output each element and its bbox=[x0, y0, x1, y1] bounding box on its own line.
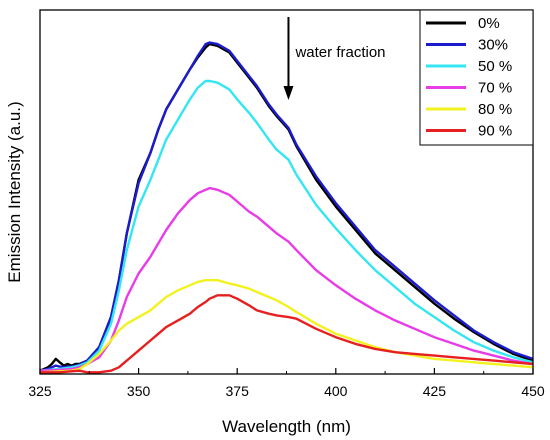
x-tick-label: 325 bbox=[28, 383, 52, 399]
legend-label-3: 70 % bbox=[478, 80, 512, 97]
legend-label-1: 30% bbox=[478, 37, 508, 54]
x-tick-label: 375 bbox=[226, 383, 250, 399]
legend-label-4: 80 % bbox=[478, 101, 512, 118]
x-tick-label: 450 bbox=[521, 383, 545, 399]
legend: 0% 30% 50 % 70 % 80 % 90 % bbox=[419, 9, 534, 146]
x-tick-label: 425 bbox=[423, 383, 447, 399]
water-fraction-annotation: water fraction bbox=[283, 17, 386, 100]
x-axis: 325 350 375 400 425 450 bbox=[28, 368, 545, 399]
annotation-label: water fraction bbox=[294, 44, 385, 61]
y-axis-title: Emission Intensity (a.u.) bbox=[5, 101, 24, 282]
x-axis-title: Wavelength (nm) bbox=[222, 417, 351, 436]
legend-label-5: 90 % bbox=[478, 123, 512, 140]
legend-label-2: 50 % bbox=[478, 58, 512, 75]
series-line-2 bbox=[39, 79, 534, 372]
legend-box bbox=[419, 9, 534, 146]
x-tick-label: 400 bbox=[324, 383, 348, 399]
series-line-5 bbox=[40, 294, 534, 374]
x-tick-label: 350 bbox=[127, 383, 151, 399]
arrow-head-icon bbox=[283, 86, 294, 100]
plot-lines bbox=[39, 41, 534, 374]
legend-label-0: 0% bbox=[478, 15, 500, 32]
series-line-3 bbox=[39, 186, 534, 372]
